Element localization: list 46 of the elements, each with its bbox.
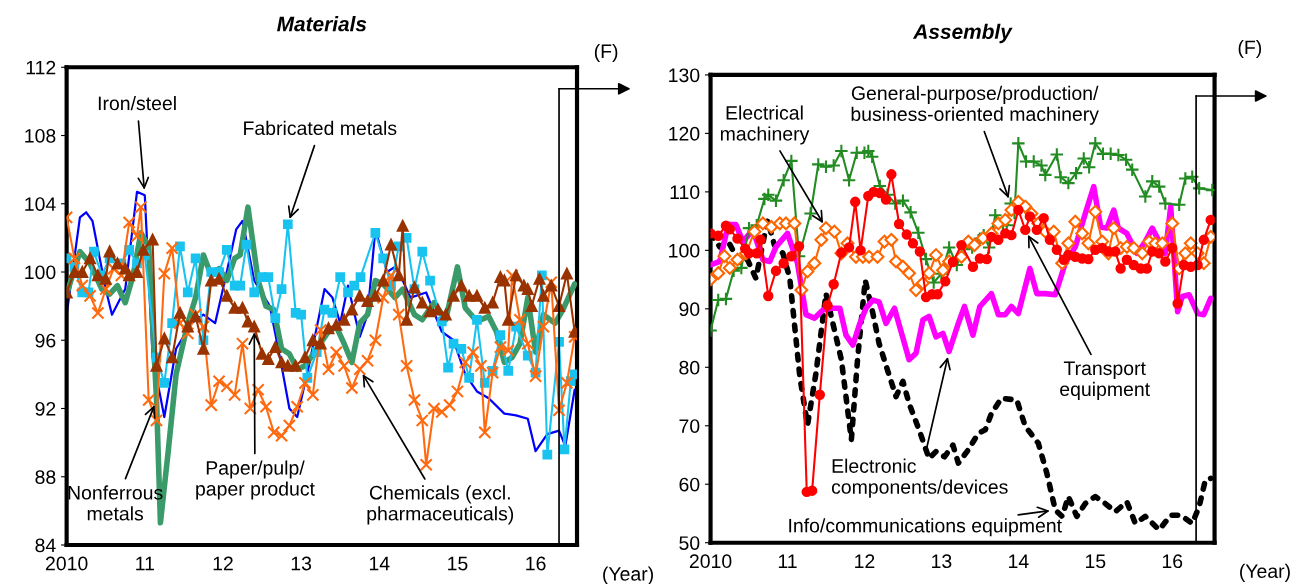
x-tick-label: 13 bbox=[932, 554, 952, 569]
x-tick-label: 15 bbox=[448, 556, 468, 571]
y-tick-label: 92 bbox=[35, 401, 56, 416]
x-tick-label: 12 bbox=[213, 556, 233, 571]
annotation: Electrical machinery bbox=[720, 105, 810, 145]
y-tick-label: 60 bbox=[679, 477, 700, 492]
annotation: Info/communications equipment bbox=[789, 518, 1062, 537]
annotation: General-purpose/production/ business-oriented machinery bbox=[851, 85, 1099, 125]
y-tick-label: 130 bbox=[669, 68, 700, 83]
chart-title: Materials bbox=[277, 16, 367, 32]
annotation: Paper/pulp/ paper product bbox=[196, 460, 315, 500]
x-tick-label: 2010 bbox=[689, 554, 732, 569]
y-tick-label: 96 bbox=[35, 333, 56, 348]
y-tick-label: 100 bbox=[669, 243, 700, 258]
x-tick-label: 14 bbox=[1009, 554, 1029, 568]
y-tick-label: 100 bbox=[25, 265, 56, 280]
y-tick-label: 84 bbox=[35, 538, 56, 553]
y-tick-label: 112 bbox=[26, 60, 56, 75]
x-tick-label: 13 bbox=[291, 556, 312, 571]
x-tick-label: 14 bbox=[369, 556, 390, 571]
annotation: Chemicals (excl. pharmaceuticals) bbox=[367, 485, 514, 525]
y-tick-label: 50 bbox=[679, 536, 700, 550]
ref-line-label: (F) bbox=[594, 43, 618, 63]
ref-line-label: (F) bbox=[1238, 39, 1262, 59]
chart-title: Assembly bbox=[912, 23, 1013, 44]
annotation: Transport equipment bbox=[1060, 361, 1150, 400]
y-tick-label: 104 bbox=[25, 197, 56, 211]
x-tick-label: 16 bbox=[1162, 554, 1183, 569]
y-tick-label: 88 bbox=[35, 470, 56, 484]
annotation: Fabricated metals bbox=[244, 120, 397, 136]
x-tick-label: 11 bbox=[136, 556, 154, 571]
x-tick-label: 11 bbox=[778, 554, 797, 568]
y-tick-label: 80 bbox=[679, 360, 700, 375]
annotation: Iron/steel bbox=[98, 95, 176, 111]
x-tick-label: 16 bbox=[526, 556, 546, 571]
x-tick-label: 12 bbox=[855, 554, 875, 568]
y-tick-label: 110 bbox=[670, 185, 700, 200]
x-axis-title: (Year) bbox=[1240, 563, 1290, 582]
x-tick-label: 15 bbox=[1085, 554, 1106, 569]
x-tick-label: 2010 bbox=[45, 556, 88, 571]
y-tick-label: 108 bbox=[25, 128, 56, 143]
y-tick-label: 70 bbox=[679, 419, 700, 433]
x-axis-title: (Year) bbox=[603, 566, 653, 584]
y-tick-label: 120 bbox=[669, 126, 700, 141]
annotation: Electronic components/devices bbox=[831, 458, 1008, 498]
y-tick-label: 90 bbox=[679, 302, 700, 317]
